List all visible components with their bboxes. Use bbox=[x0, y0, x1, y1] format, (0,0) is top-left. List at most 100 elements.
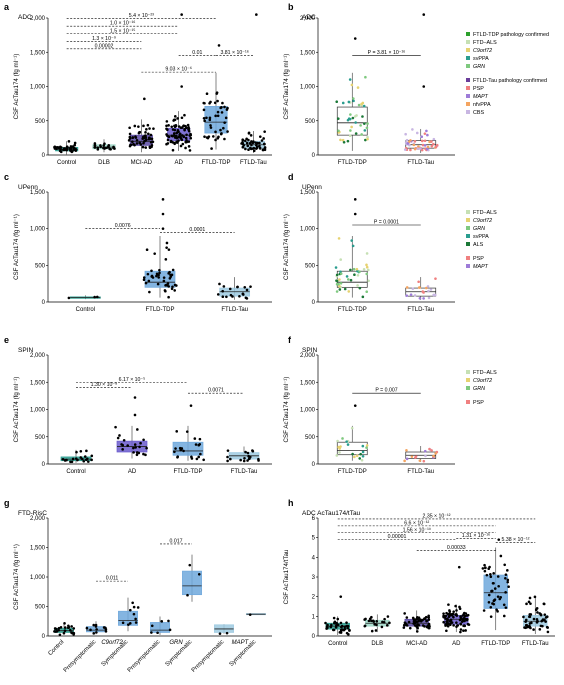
data-point bbox=[188, 563, 192, 567]
data-point bbox=[352, 97, 355, 100]
data-point bbox=[175, 141, 179, 144]
data-point bbox=[375, 623, 378, 627]
data-point bbox=[442, 612, 445, 615]
data-point bbox=[197, 572, 201, 576]
data-point bbox=[260, 139, 264, 142]
data-point bbox=[448, 610, 452, 613]
data-point bbox=[348, 78, 352, 81]
x-tick-label: FTLD-TDP bbox=[146, 307, 175, 313]
data-point bbox=[418, 286, 422, 289]
data-point bbox=[525, 602, 528, 606]
data-point bbox=[176, 455, 180, 458]
x-tick-label: FTLD-Tau bbox=[240, 160, 267, 166]
data-point bbox=[179, 448, 183, 452]
data-point bbox=[543, 613, 547, 616]
data-point bbox=[499, 554, 503, 558]
data-point bbox=[339, 445, 342, 448]
y-axis-label: CSF AcTau174 (fg ml⁻¹) bbox=[283, 214, 290, 280]
data-point bbox=[262, 137, 265, 140]
comparison-p-value: 0.01 bbox=[192, 50, 202, 56]
data-point bbox=[502, 614, 506, 618]
panel-subtitle: ADC AcTau174/tTau bbox=[302, 510, 361, 517]
x-tick-label: FTLD-TDP bbox=[481, 641, 510, 647]
box-symptomatic bbox=[182, 570, 202, 596]
data-point bbox=[197, 455, 201, 459]
legend-item: GRN bbox=[473, 64, 485, 70]
legend-item: C9orf72 bbox=[473, 48, 492, 54]
legend-item: GRN bbox=[473, 226, 485, 232]
data-point bbox=[165, 124, 168, 128]
data-point bbox=[71, 457, 75, 461]
panel-a: a ADC 0 500 1,000 1,500 2,000 CSF AcTau174 (fg … bbox=[4, 2, 272, 166]
gene-group-label: C9orf72 bbox=[101, 640, 123, 646]
data-point bbox=[354, 121, 357, 124]
data-point bbox=[145, 248, 149, 252]
data-point bbox=[63, 629, 67, 633]
data-point bbox=[58, 633, 62, 637]
data-point bbox=[134, 446, 137, 449]
data-point bbox=[356, 273, 360, 277]
panel-c: c UPenn 0 500 1,000 1,500 CSF AcTau174 (fg ml⁻… bbox=[4, 172, 272, 313]
data-point bbox=[156, 282, 160, 286]
data-point bbox=[225, 631, 229, 635]
data-point bbox=[59, 148, 62, 152]
y-tick-label: 3 bbox=[312, 575, 316, 581]
data-point bbox=[459, 615, 462, 618]
data-point bbox=[150, 145, 153, 149]
data-point bbox=[443, 615, 447, 618]
data-point bbox=[79, 456, 83, 459]
legend-swatch bbox=[466, 56, 470, 60]
data-point bbox=[365, 444, 369, 447]
data-point bbox=[544, 616, 548, 619]
data-point bbox=[348, 134, 352, 138]
data-point bbox=[209, 100, 212, 104]
outlier-point bbox=[422, 13, 426, 16]
comparison-p-value: P = 3.81 × 10⁻¹⁶ bbox=[368, 50, 406, 56]
data-point bbox=[53, 627, 57, 630]
outlier-point bbox=[353, 212, 357, 216]
data-point bbox=[128, 622, 132, 625]
y-tick-label: 1,000 bbox=[300, 408, 316, 414]
comparison-p-value: 1.56 × 10⁻¹⁰ bbox=[403, 527, 431, 533]
data-point bbox=[182, 449, 185, 453]
y-tick-label: 1,000 bbox=[300, 85, 316, 91]
data-point bbox=[413, 294, 417, 297]
data-point bbox=[463, 624, 467, 628]
y-tick-label: 1,500 bbox=[30, 190, 46, 196]
data-point bbox=[222, 285, 226, 288]
data-point bbox=[136, 606, 140, 609]
data-point bbox=[459, 630, 462, 634]
y-axis-label: CSF AcTau174 (fg ml⁻¹) bbox=[283, 54, 290, 120]
outlier-point bbox=[133, 413, 137, 417]
legend-item: CBS bbox=[473, 110, 484, 116]
data-point bbox=[350, 83, 354, 87]
data-point bbox=[415, 630, 419, 633]
box-presymptomatic bbox=[150, 622, 170, 633]
panel-subtitle: UPenn bbox=[302, 184, 322, 191]
data-point bbox=[423, 449, 427, 453]
data-point bbox=[482, 609, 486, 612]
data-point bbox=[351, 244, 355, 248]
data-point bbox=[375, 619, 379, 623]
data-point bbox=[504, 606, 508, 609]
data-point bbox=[347, 290, 351, 293]
legend-item: ALS bbox=[473, 242, 484, 248]
y-tick-label: 0 bbox=[312, 462, 316, 468]
data-point bbox=[187, 140, 191, 143]
outlier-point bbox=[255, 13, 258, 16]
y-tick-label: 0 bbox=[312, 634, 316, 640]
data-point bbox=[365, 126, 369, 130]
data-point bbox=[220, 132, 223, 135]
data-point bbox=[343, 625, 347, 629]
data-point bbox=[427, 626, 431, 630]
outlier-point bbox=[339, 595, 343, 598]
x-tick-label: MCI-AD bbox=[406, 641, 428, 647]
data-point bbox=[459, 622, 462, 626]
data-point bbox=[355, 454, 359, 458]
data-point bbox=[415, 625, 418, 628]
data-point bbox=[358, 270, 361, 273]
y-tick-label: 1,500 bbox=[300, 50, 316, 56]
data-point bbox=[503, 563, 506, 567]
data-point bbox=[415, 617, 418, 621]
data-point bbox=[348, 117, 352, 121]
